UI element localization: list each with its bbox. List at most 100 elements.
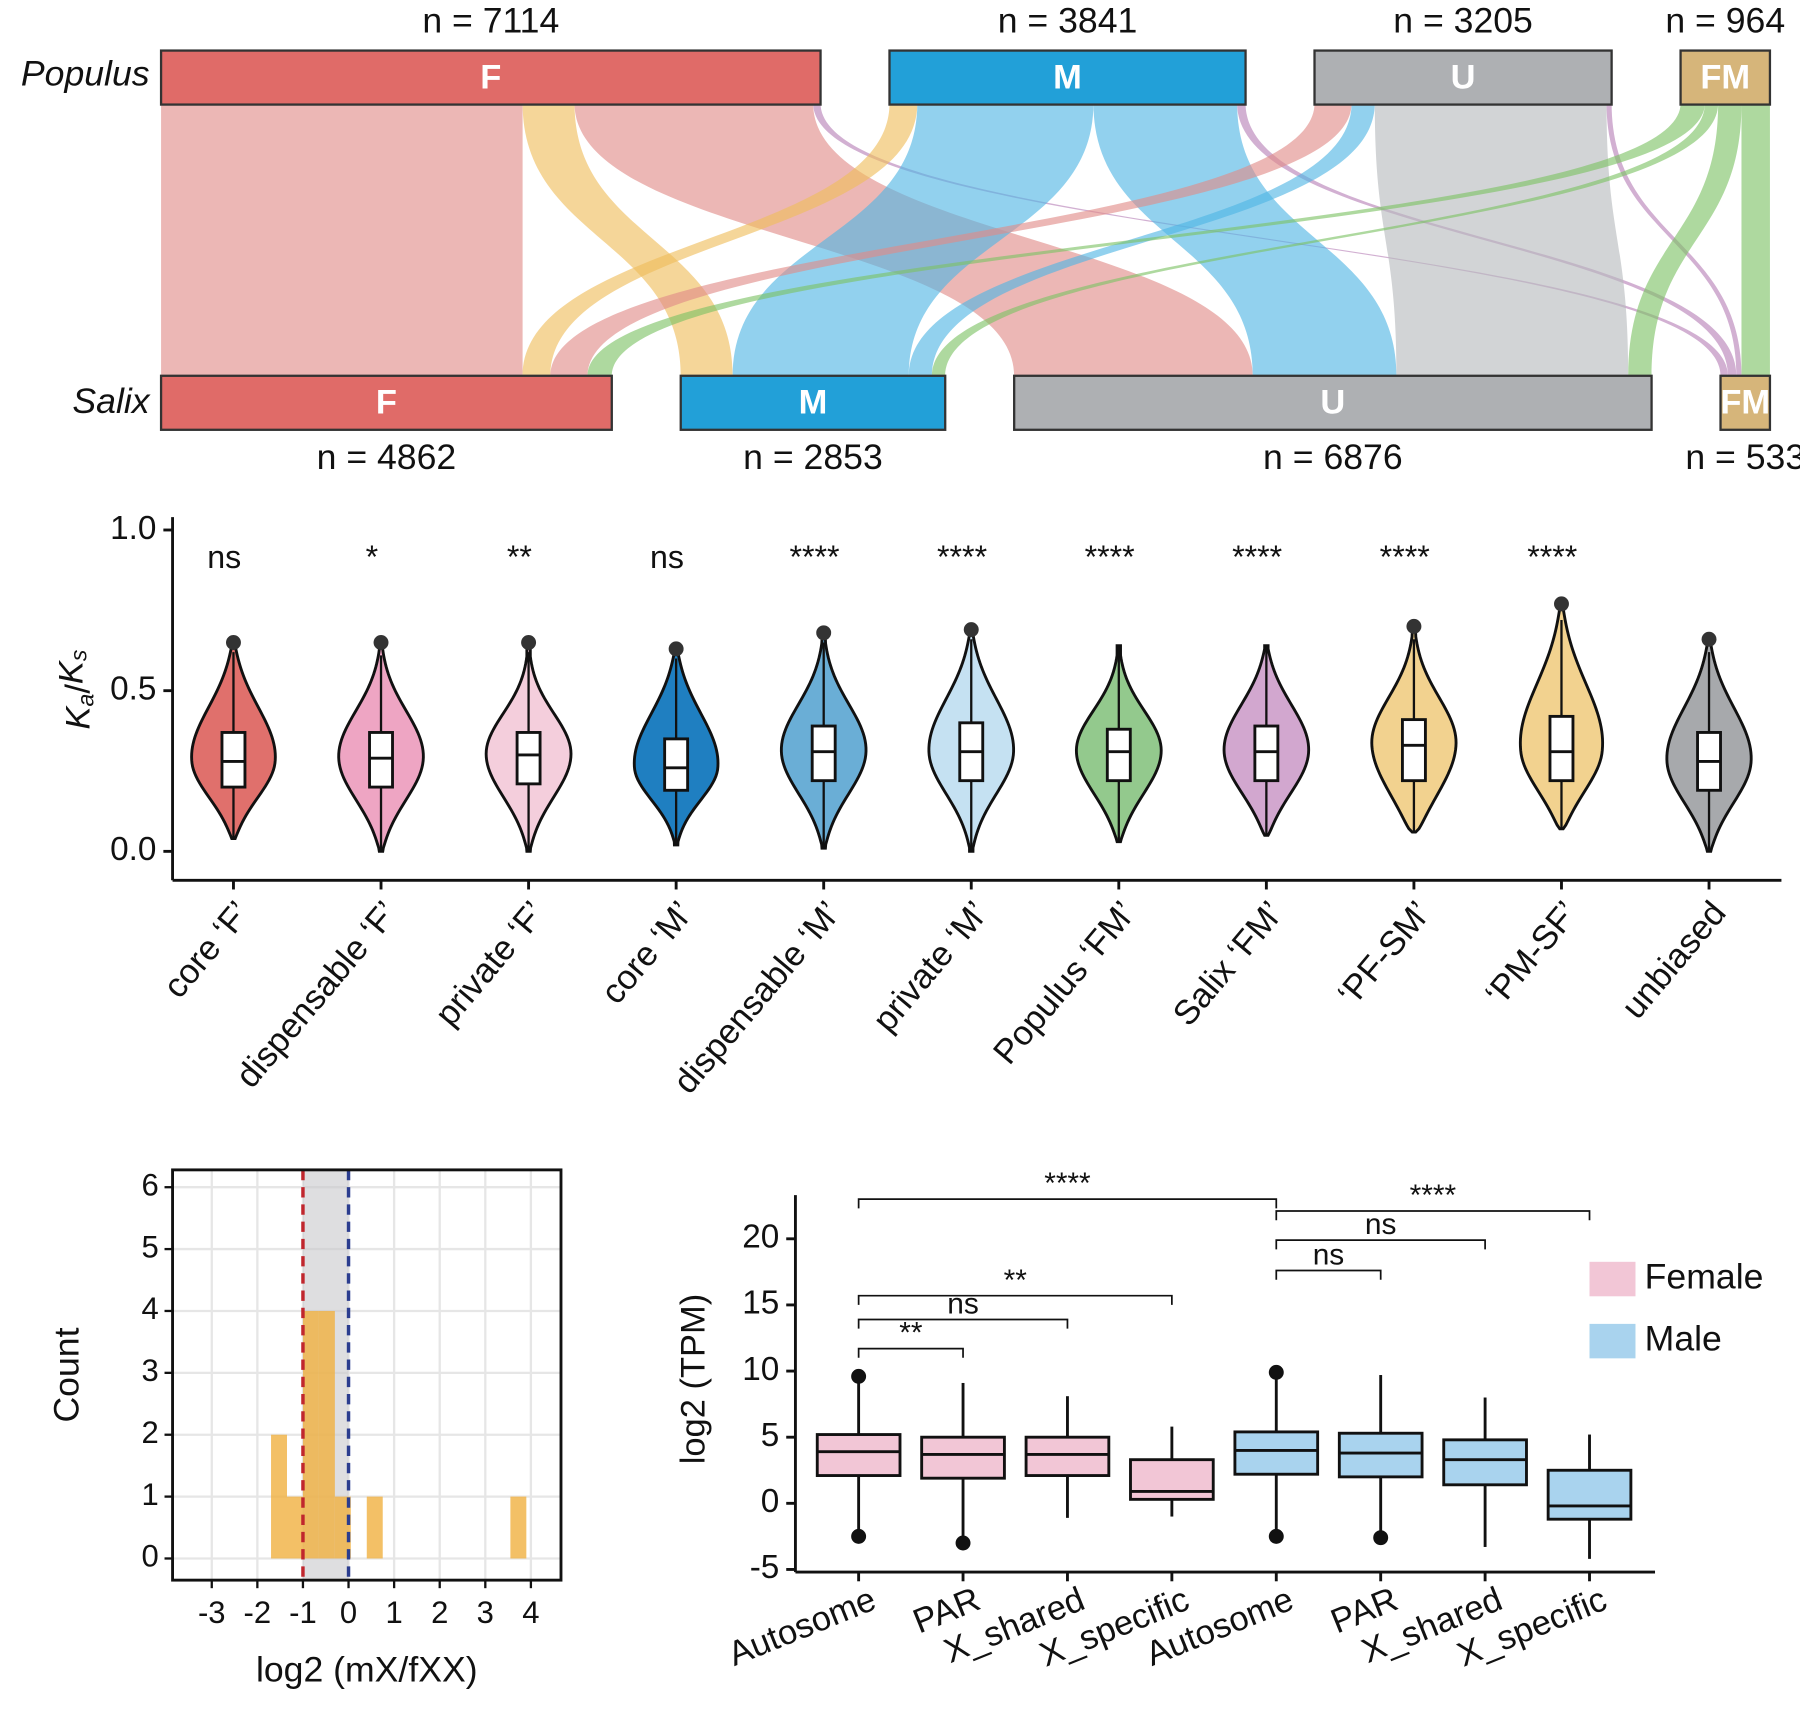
outlier — [1554, 596, 1569, 612]
y-axis-label: Ka/Ks — [53, 649, 99, 729]
x-tick-label: ‘PM-SF’ — [1478, 894, 1586, 1012]
box — [1233, 1430, 1320, 1476]
significance-bracket — [1275, 1239, 1486, 1250]
significance-bracket — [857, 1294, 1173, 1305]
significance: **** — [1527, 539, 1578, 575]
x-tick-label: core ‘F’ — [156, 894, 258, 1005]
x-tick-label: unbiased — [1615, 894, 1734, 1026]
node-name: F — [480, 58, 501, 96]
node-count: n = 7114 — [422, 0, 559, 40]
x-tick-label: private ‘M’ — [866, 894, 996, 1039]
node-count: n = 964 — [1665, 0, 1785, 40]
outlier — [955, 1535, 971, 1551]
node-count: n = 6876 — [1263, 437, 1403, 477]
node-name: U — [1320, 384, 1345, 422]
flow — [931, 103, 1719, 376]
box — [1253, 724, 1280, 783]
node — [888, 49, 1247, 106]
bar — [318, 1310, 335, 1559]
significance: ** — [507, 539, 533, 575]
legend-label: Male — [1645, 1319, 1722, 1359]
x-tick-label: 2 — [431, 1595, 448, 1630]
x-tick-label: Autosome — [723, 1580, 881, 1673]
outlier — [851, 1528, 867, 1544]
node-name: F — [376, 384, 397, 422]
outlier — [1406, 618, 1422, 634]
y-axis-label-part: K — [53, 659, 91, 684]
x-tick-label: Populus ‘FM’ — [986, 894, 1143, 1071]
box — [515, 731, 542, 786]
bar — [510, 1496, 527, 1559]
y-axis-label-part: / — [60, 684, 98, 694]
box — [1105, 727, 1132, 783]
flow — [1374, 103, 1629, 376]
outlier — [1373, 1530, 1389, 1546]
box — [368, 731, 394, 789]
significance: **** — [1085, 539, 1136, 575]
x-tick-label: dispensable ‘F’ — [229, 894, 406, 1095]
outlier — [816, 625, 832, 641]
y-axis-label-part: a — [73, 694, 99, 707]
y-tick-label: 0 — [761, 1483, 780, 1520]
outlier — [1268, 1528, 1284, 1544]
flow — [587, 103, 1705, 376]
box — [815, 1433, 902, 1477]
x-tick-label: Salix ‘FM’ — [1166, 894, 1291, 1033]
x-tick-label: 1 — [386, 1595, 403, 1630]
significance-label: ns — [1313, 1239, 1345, 1272]
flow — [1628, 103, 1742, 376]
y-tick-label: -5 — [750, 1549, 780, 1586]
y-tick-label: 3 — [142, 1353, 159, 1388]
bar — [302, 1310, 319, 1559]
significance-bracket — [1275, 1269, 1382, 1280]
bar — [334, 1496, 351, 1559]
significance: **** — [1380, 539, 1431, 575]
significance: **** — [789, 539, 840, 575]
y-axis-label: log2 (TPM) — [675, 1294, 713, 1464]
flow — [522, 103, 918, 376]
bar — [286, 1496, 303, 1559]
box — [920, 1435, 1006, 1480]
node-count: n = 3205 — [1393, 0, 1533, 40]
box — [1024, 1435, 1111, 1477]
node-name: M — [799, 384, 828, 422]
node-name: U — [1451, 58, 1476, 96]
node-count: n = 3841 — [998, 0, 1138, 40]
box — [220, 731, 247, 789]
outlier — [1701, 631, 1717, 647]
significance-bracket — [857, 1347, 964, 1358]
y-tick-label: 0 — [142, 1539, 159, 1574]
y-axis-label-part: K — [60, 704, 98, 729]
significance-label: ** — [1004, 1264, 1028, 1297]
outlier — [668, 641, 684, 657]
y-tick-label: 1 — [142, 1477, 159, 1512]
node-name: FM — [1720, 384, 1770, 422]
plot-frame — [171, 1168, 563, 1582]
y-axis-label-part: s — [66, 649, 92, 661]
x-tick-label: -3 — [198, 1595, 226, 1630]
outlier — [1268, 1364, 1284, 1380]
y-tick-label: 4 — [142, 1291, 159, 1326]
y-tick-label: 0.5 — [110, 670, 156, 707]
significance-label: **** — [1410, 1179, 1457, 1212]
outlier — [225, 635, 241, 650]
box — [810, 724, 837, 783]
flow — [161, 103, 523, 376]
box — [1400, 718, 1427, 783]
x-tick-label: -1 — [289, 1595, 317, 1630]
legend-label: Female — [1645, 1256, 1764, 1296]
flow — [732, 103, 1094, 376]
outlier — [851, 1368, 867, 1384]
node-count: n = 4862 — [317, 437, 457, 477]
y-tick-label: 5 — [761, 1417, 780, 1454]
x-tick-label: private ‘F’ — [428, 894, 553, 1033]
legend-swatch — [1589, 1323, 1636, 1359]
y-tick-label: 0.0 — [110, 831, 156, 868]
node-count: n = 533 — [1685, 437, 1800, 477]
node — [1679, 49, 1772, 106]
box — [1546, 1468, 1633, 1521]
significance-bracket — [1275, 1210, 1591, 1221]
significance-label: ns — [947, 1288, 979, 1321]
y-axis-label: Count — [47, 1327, 87, 1422]
